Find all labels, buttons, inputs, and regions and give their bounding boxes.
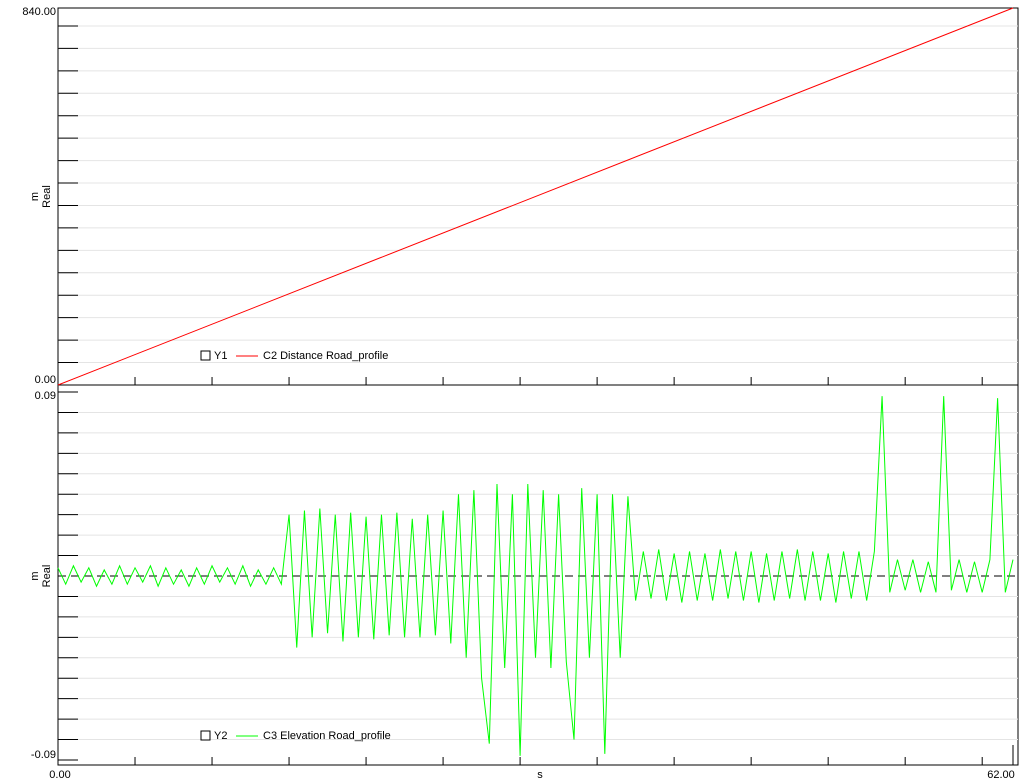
y-axis-unit: m: [29, 192, 41, 201]
x-axis-label: s: [537, 769, 543, 781]
data-line: [57, 7, 1014, 386]
legend-axis-name: Y1: [214, 350, 227, 362]
legend-label: C3 Elevation Road_profile: [263, 730, 391, 742]
legend-checkbox[interactable]: [200, 350, 211, 361]
legend-axis-name: Y2: [214, 730, 227, 742]
y-tick-label: -0.09: [31, 749, 56, 761]
y-tick-label: 0.09: [35, 390, 56, 402]
data-line: [57, 396, 1014, 756]
legend-label: C2 Distance Road_profile: [263, 350, 388, 362]
x-tick-label: 0.00: [49, 769, 70, 781]
y-axis-label: Real: [41, 565, 53, 588]
plot-frame: [57, 7, 1019, 766]
y-axis-unit: m: [29, 571, 41, 580]
y-tick-label: 840.00: [22, 6, 56, 18]
x-tick-label: 62.00: [987, 769, 1015, 781]
y-tick-label: 0.00: [35, 374, 56, 386]
legend-checkbox[interactable]: [200, 730, 211, 741]
y-axis-label: Real: [41, 185, 53, 208]
